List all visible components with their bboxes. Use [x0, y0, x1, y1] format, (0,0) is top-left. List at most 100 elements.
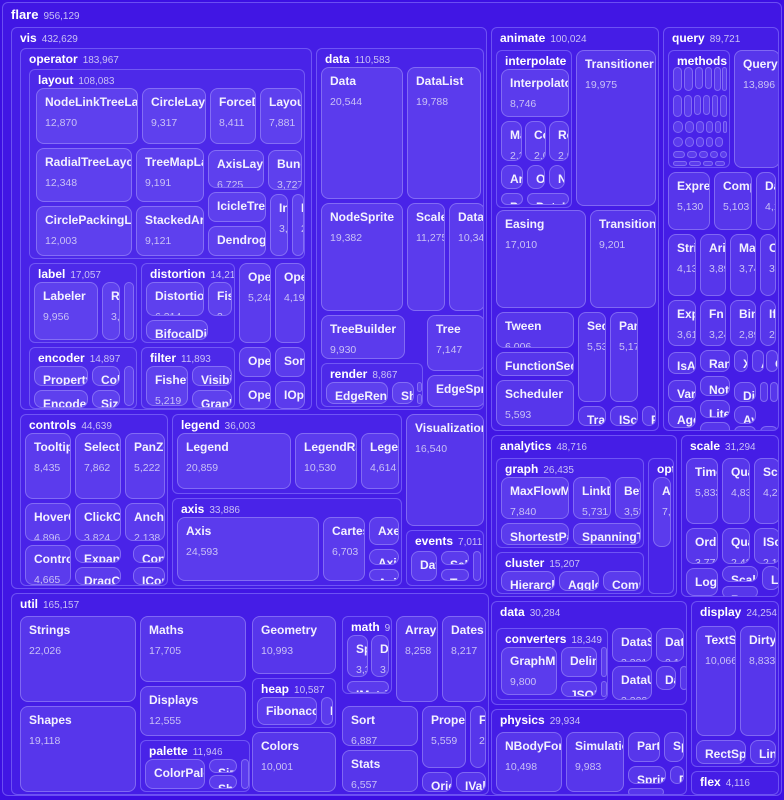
group-render[interactable]: render8,867EdgeRenderer5,569ShapeRendere… [321, 363, 423, 407]
cell-iscalemap[interactable]: IScaleMap 2,105 [754, 528, 778, 564]
cell-transitioner[interactable]: Transitioner 19,975 [576, 50, 656, 206]
cell-datalist[interactable]: DataList 19,788 [407, 67, 481, 199]
cell-indentedtreelayout[interactable]: IndentedTreeLayout 3,174 [270, 194, 288, 256]
cell-stackedarealabeler[interactable]: StackedAreaLabeler 3,202 [124, 282, 134, 340]
cell-variable[interactable]: Variable1,124 [700, 422, 730, 430]
cell-dates[interactable]: Dates 8,217 [442, 616, 486, 702]
group-optimization[interactable]: optimization AspectRatioBanker 7,074 [648, 458, 674, 594]
cell-data[interactable]: Data 20,544 [321, 67, 403, 199]
cell-radialtreelayout[interactable]: RadialTreeLayout 12,348 [36, 148, 132, 202]
cell-filter[interactable]: Filter 2,324 [470, 706, 486, 768]
cell-sizepalette[interactable]: SizePalette2,291 [209, 759, 237, 773]
cell-control[interactable]: Control1,353 [133, 545, 165, 563]
cell-blob[interactable] [712, 95, 718, 117]
cell-hierarchicalclusterer[interactable]: HierarchicalClusterer6,714 [501, 571, 555, 591]
cell-blob[interactable] [684, 67, 693, 91]
cell-quantilescale[interactable]: QuantileScale 2,435 [722, 528, 750, 564]
cell-ivalueproxy[interactable]: IValueProxy874 [456, 772, 486, 792]
cell-blob[interactable] [706, 121, 713, 133]
cell-blob[interactable] [706, 137, 713, 147]
group-vis[interactable]: vis 432,629 operator 183,967 layout 108,083 No… [11, 27, 487, 589]
group-math[interactable]: math 9,346 SparseMatrix 3,366 DenseMatrix 3,1… [342, 616, 392, 694]
cell-sequence[interactable]: Sequence 5,534 [578, 312, 606, 402]
cell-dateutil[interactable]: DateUtil 4,141 [756, 172, 776, 230]
group-query[interactable]: query 89,721 methods14,3 Query 13,896 Express… [663, 27, 779, 431]
cell-datafield[interactable]: DataField1,759 [656, 666, 676, 690]
cell-forcedirectedlayout[interactable]: ForceDirectedLayout 8,411 [210, 88, 256, 144]
cell-axisgridline[interactable]: AxisGridLine652 [369, 549, 399, 565]
cell-tree[interactable]: Tree 7,147 [427, 315, 483, 371]
cell-bifocaldistortion[interactable]: BifocalDistortion4,461 [146, 320, 208, 340]
cell-blob[interactable] [673, 137, 683, 147]
cell-stats[interactable]: Stats 6,557 [342, 750, 418, 792]
cell-colorpalette[interactable]: ColorPalette 6,367 [145, 759, 205, 789]
cell-colorencoder[interactable]: ColorEncoder3,179 [92, 366, 120, 386]
cell-fisheyedistortion[interactable]: FisheyeDistortion 3,444 [208, 282, 232, 316]
cell-icicletreelayout[interactable]: IcicleTreeLayout 4,864 [208, 192, 266, 222]
cell-tooltipcontrol[interactable]: TooltipControl 8,435 [25, 433, 71, 499]
group-controls[interactable]: controls 44,639 TooltipControl 8,435 Selecti… [20, 414, 168, 586]
cell-dragforce[interactable]: DragForce1,082 [670, 766, 684, 784]
cell-heapnode[interactable]: HeapNode1,233 [321, 697, 333, 725]
cell-dateinterpolator[interactable]: DateInterpolator1,375 [527, 193, 569, 205]
cell-graphdistancefilter[interactable]: GraphDistanceFilter3,165 [192, 390, 232, 408]
cell-encoder[interactable]: Encoder4,060 [34, 390, 88, 408]
group-filter[interactable]: filter 11,893 FisheyeTreeFilter 5,219 Visibi… [141, 347, 235, 409]
cell-selectionevent[interactable]: SelectionEvent1,880 [441, 551, 469, 565]
cell-property[interactable]: Property 5,559 [422, 706, 466, 768]
cell-blob[interactable] [710, 151, 718, 158]
cell-labeler[interactable]: Labeler 9,956 [34, 282, 98, 340]
cell-datasource[interactable]: DataSource 3,331 [612, 628, 652, 662]
cell-legenditem[interactable]: LegendItem 4,614 [361, 433, 399, 489]
cell-datautil[interactable]: DataUtil 3,322 [612, 666, 652, 700]
group-animate[interactable]: animate100,024interpolate23,081Interpola… [491, 27, 659, 431]
cell-strings[interactable]: Strings 22,026 [20, 616, 136, 702]
cell-dataevent[interactable]: DataEvent 2,313 [411, 551, 437, 581]
cell-particle[interactable]: Particle 2,822 [628, 732, 660, 762]
cell-distortion[interactable]: Distortion 6,314 [146, 282, 204, 316]
cell-colors[interactable]: Colors 10,001 [252, 732, 336, 792]
cell-blob[interactable] [720, 151, 727, 158]
cell-rectsprite[interactable]: RectSprite3,623 [696, 740, 746, 764]
cell-blob[interactable] [722, 67, 727, 91]
cell-textsprite[interactable]: TextSprite 10,066 [696, 626, 736, 736]
cell-controllist[interactable]: ControlList 4,665 [25, 545, 71, 585]
cell-blob[interactable] [715, 121, 721, 133]
cell-axislayout[interactable]: AxisLayout 6,725 [208, 150, 264, 188]
cell-pointinterpolator[interactable]: PointInterpolator1,675 [501, 193, 523, 205]
cell-ioperator[interactable]: IOperator1,286 [275, 381, 305, 409]
group-axis[interactable]: axis 33,886 Axis 24,593 CartesianAxes 6,703 Ax… [172, 498, 402, 586]
group-heap[interactable]: heap 10,587FibonacciHeap9,354 HeapNode1,23… [252, 678, 336, 728]
cell-treebuilder[interactable]: TreeBuilder 9,930 [321, 315, 405, 359]
cell-isa[interactable]: IsA2,039 [668, 352, 696, 374]
cell-transitionevent[interactable]: TransitionEvent1,116 [578, 406, 606, 426]
cell-aggregateexpression[interactable]: AggregateExpression1,616 [668, 406, 696, 428]
cell-axislabel[interactable]: AxisLabel636 [369, 569, 399, 581]
cell-blob[interactable] [695, 67, 703, 89]
cell-arithmetic[interactable]: Arithmetic 3,891 [700, 234, 726, 296]
cell-quantitativescale[interactable]: QuantitativeScale 4,839 [722, 458, 750, 524]
cell-or[interactable]: Or970 [766, 350, 778, 372]
cell-fn[interactable]: Fn 3,240 [700, 300, 726, 346]
cell-blob[interactable] [705, 67, 712, 89]
cell-dirtysprite[interactable]: DirtySprite 8,833 [740, 626, 776, 736]
cell-sparsematrix[interactable]: SparseMatrix 3,366 [347, 635, 368, 677]
cell-not[interactable]: Not1,554 [700, 376, 730, 396]
cell-blob[interactable] [715, 161, 725, 166]
cell-spring[interactable]: Spring 2,213 [664, 732, 684, 762]
cell-sum[interactable]: Sum791 [770, 382, 778, 402]
cell-visualizationevent[interactable]: VisualizationEvent1,117 [473, 551, 481, 581]
cell-scheduler[interactable]: Scheduler 5,593 [496, 380, 574, 426]
cell-tween[interactable]: Tween 6,006 [496, 312, 574, 348]
group-flex[interactable]: flex 4,116 [691, 771, 779, 795]
cell-fisheyetreefilter[interactable]: FisheyeTreeFilter 5,219 [146, 366, 188, 406]
cell-betweennesscentrality[interactable]: BetweennessCentrality 3,534 [615, 477, 641, 519]
cell-stackedarealayout[interactable]: StackedAreaLayout 9,121 [136, 206, 204, 256]
cell-datasprite[interactable]: DataSprite 10,349 [449, 203, 483, 311]
cell-dataschema[interactable]: DataSchema 2,165 [656, 628, 684, 662]
cell-clickcontrol[interactable]: ClickControl 3,824 [75, 503, 121, 541]
cell-visualization[interactable]: Visualization 16,540 [406, 414, 484, 526]
cell-fibonacciheap[interactable]: FibonacciHeap9,354 [257, 697, 317, 725]
cell-arrayinterpolator[interactable]: ArrayInterpolator1,983 [501, 165, 523, 189]
